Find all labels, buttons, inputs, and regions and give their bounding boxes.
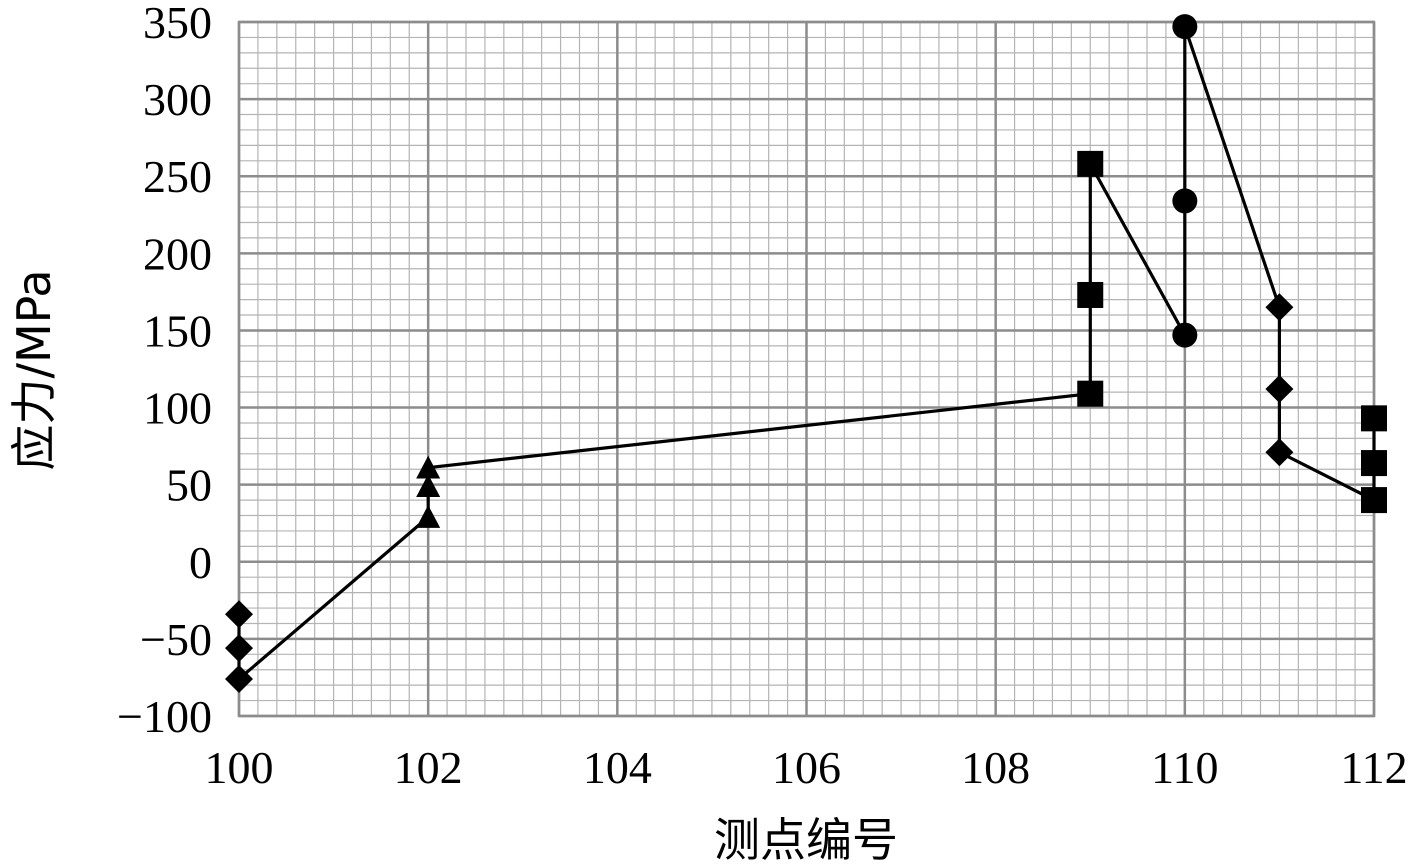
x-tick-label: 106 [772,742,841,793]
data-point-square [1077,150,1104,177]
x-tick-label: 104 [583,742,652,793]
x-tick-label: 112 [1340,742,1407,793]
y-tick-label: 50 [166,460,212,511]
plot-area-border [237,20,1376,718]
y-tick-label: 250 [143,151,212,202]
y-tick-label: 200 [143,228,212,279]
data-point-triangle [416,474,441,498]
data-point-square [1361,487,1387,514]
series-line [237,26,1376,683]
data-point-diamond [225,634,253,663]
y-tick-label: 350 [143,0,212,48]
data-point-circle [1172,188,1198,214]
data-point-triangle [416,505,441,528]
x-tick-label: 102 [394,742,463,793]
y-axis-title: 应力/MPa [7,269,61,470]
x-axis-title: 测点编号 [714,813,898,866]
data-point-square [1077,281,1104,308]
data-point-diamond [225,600,253,629]
y-axis-tick-labels: −100 −50 0 50 100 150 200 250 300 350 [117,0,212,742]
data-line [237,26,1376,683]
data-point-square [1361,450,1387,477]
data-point-diamond [1265,375,1294,404]
data-point-square [1077,380,1104,407]
data-point-diamond [1265,438,1294,467]
data-point-circle [1172,322,1198,348]
y-tick-label: 300 [143,74,212,125]
data-point-diamond [1265,293,1294,322]
y-tick-label: −50 [140,614,212,665]
x-tick-label: 108 [961,742,1030,793]
data-markers [225,14,1387,693]
data-point-diamond [225,664,253,693]
data-point-square [1361,405,1387,432]
x-axis-tick-labels: 100 102 104 106 108 110 112 [205,742,1408,793]
data-point-circle [1172,14,1198,40]
x-tick-label: 100 [205,742,274,793]
data-point-triangle [416,455,441,479]
plot-frame [237,20,1376,718]
x-tick-label: 110 [1151,742,1218,793]
y-tick-label: 150 [143,305,212,356]
y-tick-label: −100 [117,691,212,742]
y-tick-label: 0 [189,537,212,588]
y-tick-label: 100 [143,383,212,434]
